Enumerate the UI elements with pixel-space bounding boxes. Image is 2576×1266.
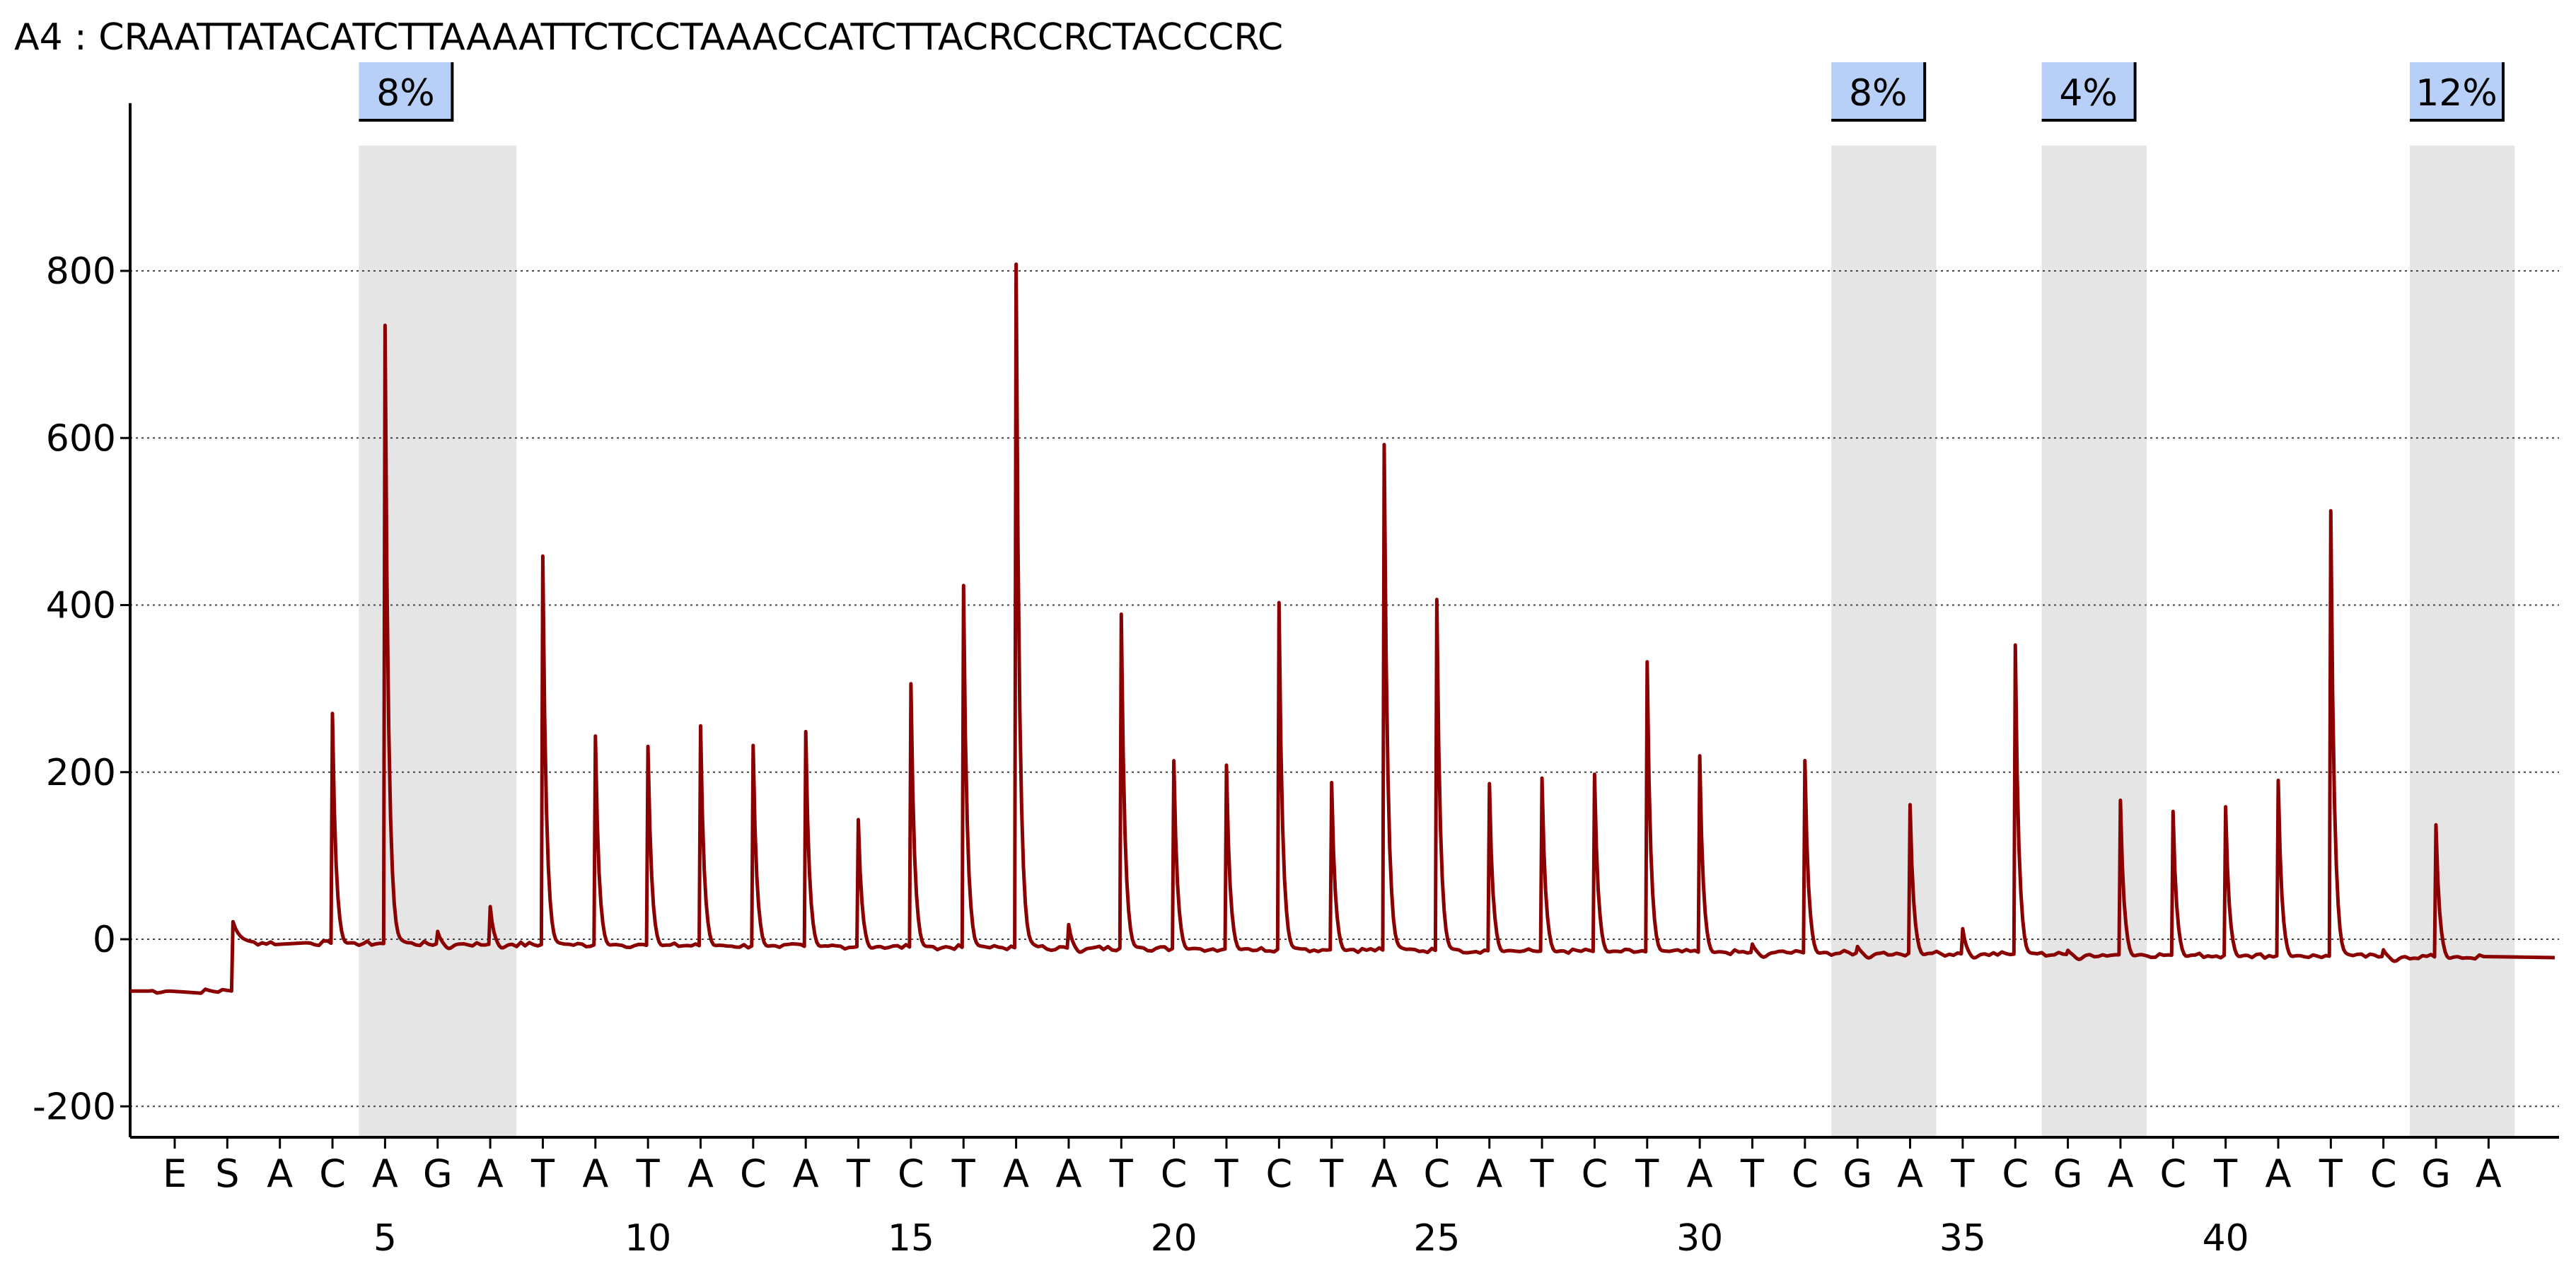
y-tick-label: 600 xyxy=(46,417,116,460)
dispensation-label: T xyxy=(1950,1151,1975,1196)
dispensation-label: T xyxy=(846,1151,871,1196)
dispensation-label: C xyxy=(2159,1151,2186,1196)
dispensation-label: G xyxy=(2053,1151,2083,1196)
percent-label-box xyxy=(2041,62,2135,120)
percent-label-text: 8% xyxy=(376,72,435,115)
position-number: 5 xyxy=(373,1217,397,1260)
percentage-labels: 8% 8% 4% 12% xyxy=(359,62,2505,122)
y-tick-label: -200 xyxy=(33,1086,116,1128)
axes xyxy=(129,103,2559,1149)
dispensation-label: C xyxy=(1424,1151,1451,1196)
highlight-region-2 xyxy=(1831,145,1937,1137)
dispensation-label: S xyxy=(215,1151,239,1196)
highlight-region-1 xyxy=(359,145,517,1137)
dispensation-label: A xyxy=(687,1151,714,1196)
y-tick-label: 800 xyxy=(46,250,116,293)
y-tick-label: 0 xyxy=(93,919,116,961)
dispensation-label: G xyxy=(1843,1151,1872,1196)
percent-label-text: 8% xyxy=(1849,72,1908,115)
dispensation-label: A xyxy=(2265,1151,2292,1196)
position-number: 30 xyxy=(1676,1217,1723,1260)
dispensation-label: T xyxy=(2319,1151,2343,1196)
position-number: 20 xyxy=(1151,1217,1197,1260)
dispensation-label: T xyxy=(1214,1151,1239,1196)
percent-label-shadow xyxy=(2041,62,2137,122)
percent-label-4: 12% xyxy=(2410,62,2505,122)
sequence-header: A4 : CRAATTATACATCTTAAAATTCTCCTAAACCATCT… xyxy=(14,16,1283,59)
dispensation-label: A xyxy=(2107,1151,2133,1196)
dispensation-label: C xyxy=(2370,1151,2397,1196)
dispensation-label: A xyxy=(793,1151,819,1196)
percent-label-1: 8% xyxy=(359,62,454,122)
dispensation-label: A xyxy=(1687,1151,1713,1196)
dispensation-label: T xyxy=(2213,1151,2238,1196)
highlight-regions xyxy=(359,145,2515,1137)
position-number: 15 xyxy=(888,1217,934,1260)
dispensation-label: A xyxy=(1371,1151,1398,1196)
dispensation-label: T xyxy=(530,1151,555,1196)
dispensation-label: G xyxy=(423,1151,453,1196)
percent-label-text: 4% xyxy=(2059,72,2118,115)
dispensation-label: C xyxy=(1265,1151,1292,1196)
dispensation-label: T xyxy=(636,1151,661,1196)
percent-label-box xyxy=(2410,62,2504,120)
dispensation-label: A xyxy=(267,1151,293,1196)
y-tick-labels: -200 0 200 400 600 800 xyxy=(33,250,116,1128)
highlight-region-3 xyxy=(2041,145,2147,1137)
dispensation-label: C xyxy=(1161,1151,1188,1196)
dispensation-label: T xyxy=(951,1151,976,1196)
dispensation-label: T xyxy=(1109,1151,1134,1196)
percent-label-shadow xyxy=(359,62,454,122)
percent-label-3: 4% xyxy=(2041,62,2137,122)
dispensation-label: C xyxy=(2002,1151,2029,1196)
y-tick-label: 400 xyxy=(46,585,116,627)
dispensation-label: A xyxy=(372,1151,398,1196)
dispensation-label: A xyxy=(1055,1151,1081,1196)
dispensation-label: T xyxy=(1635,1151,1659,1196)
position-number: 35 xyxy=(1939,1217,1986,1260)
dispensation-label: A xyxy=(1476,1151,1502,1196)
dispensation-label: C xyxy=(1792,1151,1818,1196)
percent-label-box xyxy=(1831,62,1925,120)
dispensation-label: C xyxy=(1582,1151,1608,1196)
dispensation-label: A xyxy=(1897,1151,1923,1196)
position-number: 25 xyxy=(1413,1217,1460,1260)
dispensation-label: C xyxy=(319,1151,346,1196)
dispensation-label: A xyxy=(477,1151,504,1196)
dispensation-label: A xyxy=(582,1151,608,1196)
percent-label-shadow xyxy=(2410,62,2505,122)
percent-label-2: 8% xyxy=(1831,62,1927,122)
y-tick-label: 200 xyxy=(46,752,116,794)
position-number: 10 xyxy=(625,1217,671,1260)
percent-label-shadow xyxy=(1831,62,1927,122)
percent-label-text: 12% xyxy=(2415,72,2497,115)
dispensation-label: T xyxy=(1530,1151,1555,1196)
dispensation-label: C xyxy=(740,1151,767,1196)
dispensation-label: A xyxy=(2476,1151,2502,1196)
dispensation-label: T xyxy=(1740,1151,1765,1196)
dispensation-label: G xyxy=(2421,1151,2451,1196)
signal-trace xyxy=(129,262,2555,995)
highlight-region-4 xyxy=(2410,145,2515,1137)
gridlines xyxy=(120,269,2559,1108)
dispensation-label: A xyxy=(1003,1151,1029,1196)
position-number: 40 xyxy=(2203,1217,2249,1260)
percent-label-box xyxy=(359,62,453,120)
dispensation-label: E xyxy=(163,1151,187,1196)
dispensation-label: C xyxy=(898,1151,924,1196)
dispensation-label: T xyxy=(1319,1151,1344,1196)
